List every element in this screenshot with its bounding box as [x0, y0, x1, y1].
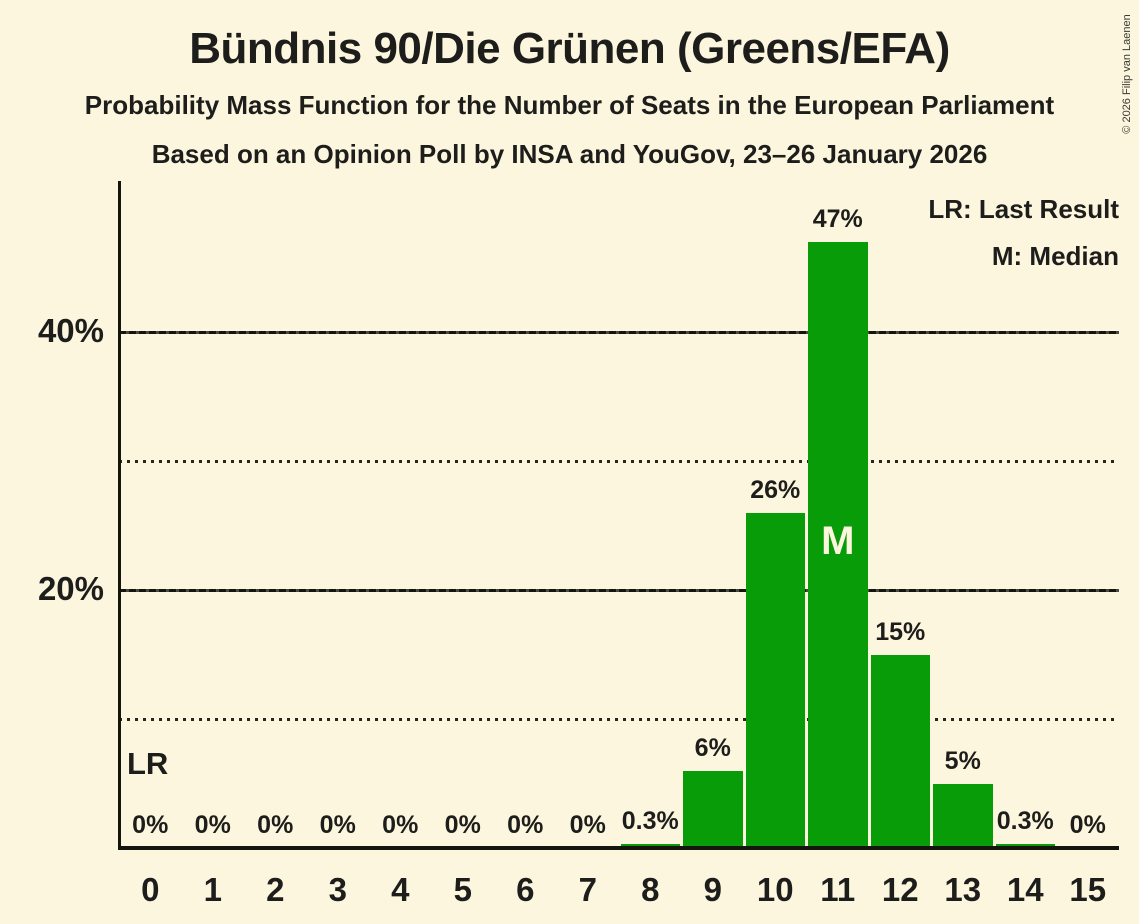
gridline-10pct [119, 717, 1119, 721]
bar-value-label: 47% [812, 204, 863, 233]
x-axis-label: 12 [881, 871, 919, 908]
chart-poll-source: Based on an Opinion Poll by INSA and You… [151, 139, 988, 169]
x-axis-label: 5 [453, 871, 472, 908]
bar-value-label: 0% [444, 811, 481, 839]
gridline-40pct [119, 330, 1119, 334]
last-result-marker: LR [127, 746, 169, 781]
x-axis-label: 4 [391, 871, 410, 908]
bar-seat-10 [745, 512, 805, 848]
bar-value-label: 0% [319, 811, 356, 839]
x-axis-label: 0 [141, 871, 160, 908]
legend: LR: Last Result M: Median [928, 186, 1119, 280]
bar-value-label: 0.3% [621, 807, 679, 836]
x-axis-label: 6 [516, 871, 535, 908]
bar-seat-13 [933, 783, 993, 848]
bar-value-label: 0.3% [996, 807, 1054, 836]
chart-title: Bündnis 90/Die Grünen (Greens/EFA) [189, 24, 950, 73]
bar-value-label: 15% [875, 617, 926, 646]
bar-value-label: 0% [1069, 811, 1106, 839]
x-axis-label: 14 [1006, 871, 1044, 908]
x-axis-line [119, 846, 1119, 850]
bar-value-label: 26% [750, 475, 801, 504]
x-axis-label: 2 [266, 871, 285, 908]
legend-median: M: Median [991, 241, 1119, 271]
x-axis-label: 10 [756, 871, 794, 908]
y-axis-tick-label: 40% [37, 312, 104, 349]
x-axis-label: 3 [328, 871, 347, 908]
bar-value-label: 0% [569, 811, 606, 839]
x-axis-label: 1 [203, 871, 222, 908]
x-axis-label: 13 [944, 871, 982, 908]
gridline-20pct [119, 588, 1119, 592]
bar-seat-12 [870, 654, 930, 848]
bar-value-label: 0% [507, 811, 544, 839]
bar-value-label: 0% [194, 811, 231, 839]
bar-seat-11 [808, 241, 868, 848]
x-axis-label: 11 [820, 871, 856, 908]
x-axis-label: 7 [578, 871, 597, 908]
chart-subtitle: Probability Mass Function for the Number… [84, 90, 1055, 120]
median-marker: M [821, 518, 855, 563]
bar-seat-9 [683, 770, 743, 848]
x-axis-label: 8 [641, 871, 660, 908]
y-axis-line [118, 181, 121, 850]
bar-value-label: 6% [694, 733, 731, 762]
legend-last-result: LR: Last Result [928, 194, 1119, 224]
bar-value-label: 0% [382, 811, 419, 839]
y-axis-tick-label: 20% [37, 570, 104, 607]
bar-value-label: 0% [132, 811, 169, 839]
gridline-30pct [119, 459, 1119, 463]
x-axis-label: 15 [1069, 871, 1107, 908]
x-axis-label: 9 [703, 871, 722, 908]
copyright-notice: © 2026 Filip van Laenen [1121, 14, 1133, 134]
bar-value-label: 0% [257, 811, 294, 839]
bar-value-label: 5% [944, 746, 981, 775]
